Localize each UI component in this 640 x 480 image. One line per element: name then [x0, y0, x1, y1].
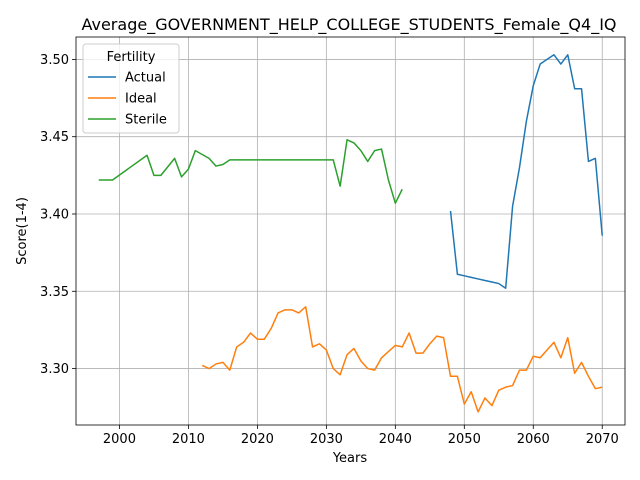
x-tick-label: 2060	[517, 432, 550, 447]
x-tick-label: 2070	[586, 432, 619, 447]
y-axis-label: Score(1-4)	[15, 197, 30, 265]
y-tick-label: 3.40	[40, 207, 69, 222]
series-lines	[98, 54, 603, 413]
y-tick-label: 3.45	[40, 130, 69, 145]
x-axis-label: Years	[332, 451, 368, 466]
series-line-sterile	[98, 139, 403, 204]
legend-box	[82, 43, 180, 134]
legend-label-ideal: Ideal	[125, 92, 157, 107]
y-axis-ticks: 3.30 3.35 3.40 3.45 3.50	[40, 53, 76, 377]
chart-title: Average_GOVERNMENT_HELP_COLLEGE_STUDENTS…	[81, 15, 616, 35]
x-tick-label: 2000	[103, 432, 136, 447]
x-tick-label: 2010	[172, 432, 205, 447]
x-tick-label: 2020	[241, 432, 274, 447]
y-tick-label: 3.30	[40, 362, 69, 377]
legend: Fertility Actual Ideal Sterile	[82, 43, 180, 134]
grid-lines	[76, 37, 625, 425]
legend-title: Fertility	[107, 50, 156, 65]
series-line-actual	[449, 54, 603, 289]
series-line-ideal	[201, 306, 603, 413]
x-tick-label: 2040	[379, 432, 412, 447]
y-tick-label: 3.50	[40, 53, 69, 68]
x-axis-ticks: 2000 2010 2020 2030 2040 2050 2060 2070	[103, 425, 619, 447]
legend-label-actual: Actual	[125, 71, 166, 86]
plot-frame	[75, 36, 626, 426]
x-tick-label: 2030	[310, 432, 343, 447]
y-tick-label: 3.35	[40, 285, 69, 300]
x-tick-label: 2050	[448, 432, 481, 447]
legend-label-sterile: Sterile	[125, 113, 167, 128]
